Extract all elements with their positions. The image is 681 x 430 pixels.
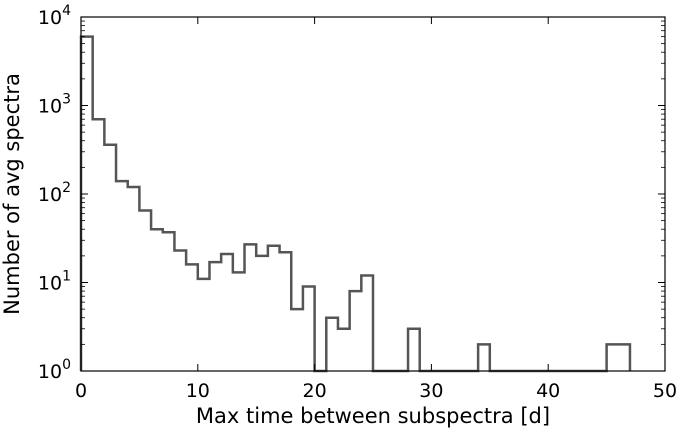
plot-area (79, 35, 632, 373)
y-tick-label: 104 (38, 3, 71, 29)
axis-ticks: 0 10 20 30 40 50 100 101 102 103 104 (38, 3, 677, 402)
x-tick-label: 40 (536, 380, 560, 402)
histogram-step-line (79, 35, 632, 373)
y-tick-label: 100 (38, 357, 71, 383)
y-tick-label: 103 (38, 92, 71, 118)
y-tick-label: 101 (38, 269, 71, 295)
x-tick-label: 30 (419, 380, 443, 402)
y-axis-title: Number of avg spectra (0, 73, 24, 315)
x-tick-label: 20 (303, 380, 327, 402)
x-tick-label: 0 (75, 380, 87, 402)
x-tick-label: 10 (186, 380, 210, 402)
y-tick-label: 102 (38, 180, 71, 206)
x-tick-label: 50 (653, 380, 677, 402)
x-axis-title: Max time between subspectra [d] (196, 404, 550, 428)
